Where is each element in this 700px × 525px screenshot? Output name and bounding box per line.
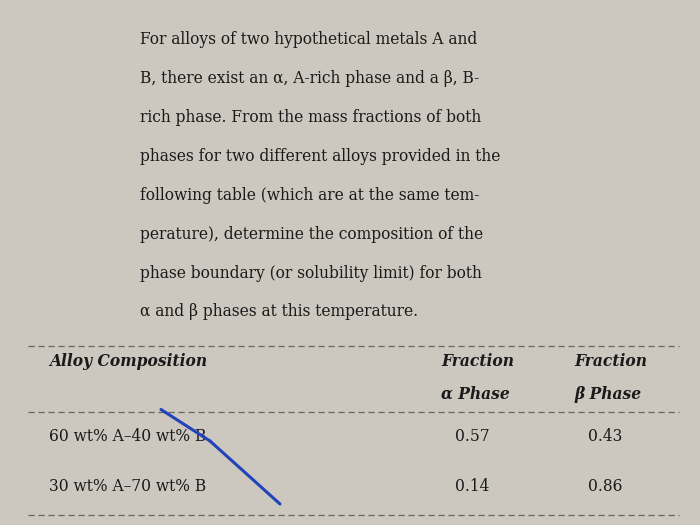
Text: phase boundary (or solubility limit) for both: phase boundary (or solubility limit) for… bbox=[140, 265, 482, 281]
Text: Alloy Composition: Alloy Composition bbox=[49, 353, 207, 370]
Text: 0.14: 0.14 bbox=[455, 478, 489, 495]
Text: following table (which are at the same tem-: following table (which are at the same t… bbox=[140, 187, 480, 204]
Text: 0.86: 0.86 bbox=[588, 478, 622, 495]
Text: B, there exist an α, A-rich phase and a β, B-: B, there exist an α, A-rich phase and a … bbox=[140, 70, 480, 87]
Text: Fraction: Fraction bbox=[441, 353, 514, 370]
Text: 60 wt% A–40 wt% B: 60 wt% A–40 wt% B bbox=[49, 428, 206, 445]
Text: rich phase. From the mass fractions of both: rich phase. From the mass fractions of b… bbox=[140, 109, 482, 126]
Text: α Phase: α Phase bbox=[441, 386, 510, 403]
Text: α and β phases at this temperature.: α and β phases at this temperature. bbox=[140, 303, 418, 320]
Text: β Phase: β Phase bbox=[574, 386, 641, 403]
Text: 0.57: 0.57 bbox=[455, 428, 489, 445]
Text: Fraction: Fraction bbox=[574, 353, 647, 370]
Text: 0.43: 0.43 bbox=[588, 428, 622, 445]
Text: 30 wt% A–70 wt% B: 30 wt% A–70 wt% B bbox=[49, 478, 206, 495]
Text: phases for two different alloys provided in the: phases for two different alloys provided… bbox=[140, 148, 500, 165]
Text: For alloys of two hypothetical metals A and: For alloys of two hypothetical metals A … bbox=[140, 32, 477, 48]
Text: perature), determine the composition of the: perature), determine the composition of … bbox=[140, 226, 483, 243]
